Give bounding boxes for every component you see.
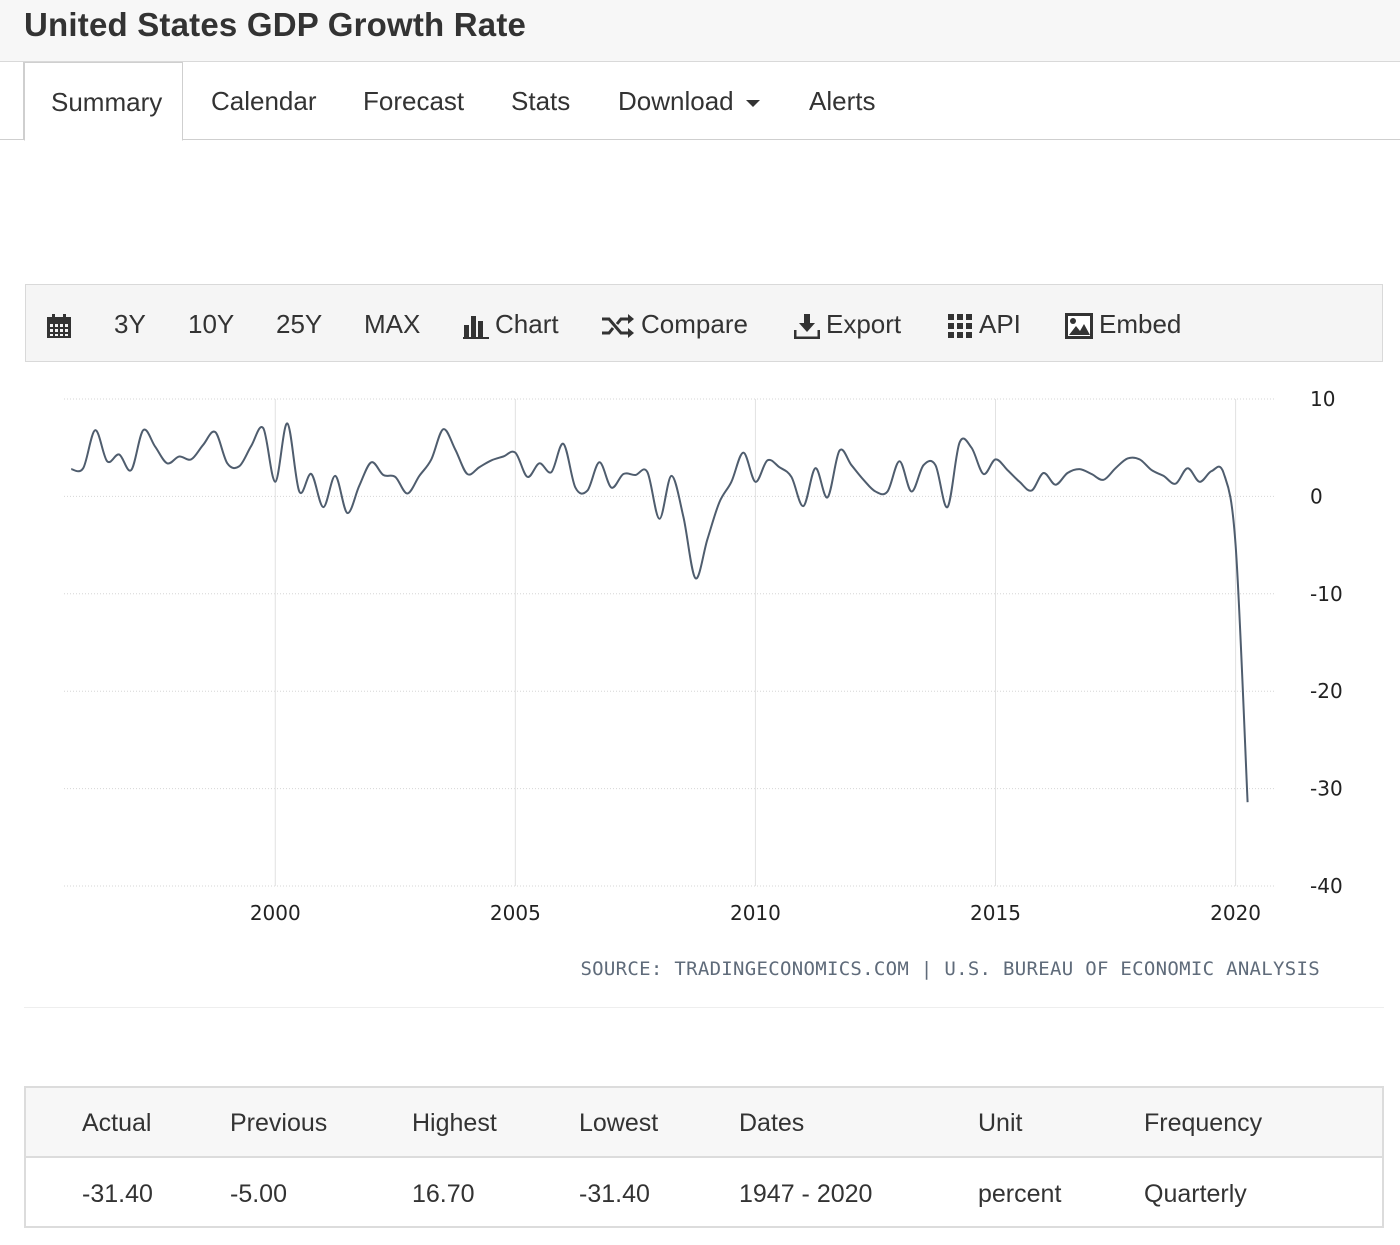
- tab-stats[interactable]: Stats: [511, 62, 570, 140]
- source-attribution: SOURCE: TRADINGECONOMICS.COM | U.S. BURE…: [580, 958, 1320, 980]
- range-10y-button[interactable]: 10Y: [188, 285, 234, 363]
- grid-icon: [947, 313, 973, 339]
- value-unit: percent: [978, 1180, 1062, 1208]
- y-tick-label: -40: [1310, 874, 1343, 898]
- tab-bar-edge: [0, 62, 24, 140]
- value-frequency: Quarterly: [1144, 1180, 1247, 1208]
- header-frequency: Frequency: [1144, 1109, 1263, 1137]
- x-tick-label: 2005: [490, 901, 541, 925]
- tab-label: Forecast: [363, 86, 465, 116]
- chart-canvas: 2000 2005 2010 2015 2020 10 0 -10 -20 -30 -40: [64, 387, 1343, 925]
- x-tick-label: 2000: [250, 901, 301, 925]
- range-25y-label: 25Y: [276, 309, 323, 339]
- header-unit: Unit: [978, 1109, 1023, 1137]
- tab-bar: Summary Calendar Forecast Stats Download…: [0, 62, 1400, 141]
- chart-toolbar: 3Y 10Y 25Y MAX Chart Compare: [25, 284, 1383, 362]
- shuffle-icon: [601, 313, 635, 339]
- embed-label: Embed: [1099, 309, 1182, 339]
- range-max-button[interactable]: MAX: [364, 285, 420, 363]
- tab-label: Stats: [511, 86, 571, 116]
- bar-chart-icon: [463, 313, 489, 340]
- y-tick-label: -20: [1310, 679, 1343, 703]
- chart-label: Chart: [495, 309, 559, 339]
- range-10y-label: 10Y: [188, 309, 235, 339]
- download-icon: [794, 313, 820, 340]
- tab-download[interactable]: Download: [618, 62, 760, 140]
- header-highest: Highest: [412, 1109, 497, 1137]
- series-line: [70, 422, 1249, 803]
- chart-grid: [64, 398, 1274, 887]
- image-icon: [1065, 313, 1093, 340]
- tab-label: Summary: [51, 87, 163, 117]
- caret-down-icon: [745, 99, 760, 107]
- x-tick-label: 2015: [970, 901, 1021, 925]
- y-axis: 10 0 -10 -20 -30 -40: [1310, 387, 1343, 898]
- tab-label: Alerts: [809, 86, 876, 116]
- range-max-label: MAX: [364, 309, 421, 339]
- stats-header-row: [26, 1088, 1382, 1158]
- page-title: United States GDP Growth Rate: [24, 6, 527, 43]
- compare-label: Compare: [641, 309, 748, 339]
- header-dates: Dates: [739, 1109, 805, 1137]
- tab-alerts[interactable]: Alerts: [809, 62, 875, 140]
- title-bar: United States GDP Growth Rate: [0, 0, 1400, 62]
- x-tick-label: 2020: [1210, 901, 1261, 925]
- embed-button[interactable]: Embed: [1065, 285, 1181, 363]
- calendar-button[interactable]: [46, 285, 78, 363]
- y-tick-label: 10: [1310, 387, 1335, 411]
- y-tick-label: -10: [1310, 582, 1343, 606]
- value-previous: -5.00: [230, 1180, 287, 1208]
- tab-calendar[interactable]: Calendar: [211, 62, 317, 140]
- api-label: API: [979, 309, 1021, 339]
- range-3y-label: 3Y: [114, 309, 146, 339]
- api-button[interactable]: API: [947, 285, 1021, 363]
- x-tick-label: 2010: [730, 901, 781, 925]
- value-dates: 1947 - 2020: [739, 1180, 873, 1208]
- y-tick-label: 0: [1310, 484, 1323, 508]
- header-lowest: Lowest: [579, 1109, 659, 1137]
- export-label: Export: [826, 309, 902, 339]
- range-3y-button[interactable]: 3Y: [114, 285, 146, 363]
- value-highest: 16.70: [412, 1180, 475, 1208]
- header-previous: Previous: [230, 1109, 328, 1137]
- export-button[interactable]: Export: [794, 285, 901, 363]
- tab-label: Calendar: [211, 86, 317, 116]
- gdp-chart: 2000 2005 2010 2015 2020 10 0 -10 -20 -30 -40 SOU…: [24, 362, 1384, 1008]
- compare-button[interactable]: Compare: [601, 285, 748, 363]
- y-tick-label: -30: [1310, 777, 1343, 801]
- tab-summary[interactable]: Summary: [24, 62, 184, 141]
- stats-table: Actual Previous Highest Lowest Dates Uni…: [24, 1086, 1384, 1228]
- value-lowest: -31.40: [579, 1180, 650, 1208]
- tab-label: Download: [618, 86, 734, 116]
- calendar-icon: [46, 313, 72, 339]
- x-axis: 2000 2005 2010 2015 2020: [250, 901, 1261, 925]
- chart-type-button[interactable]: Chart: [463, 285, 559, 363]
- range-25y-button[interactable]: 25Y: [276, 285, 322, 363]
- value-actual: -31.40: [82, 1180, 153, 1208]
- header-actual: Actual: [82, 1109, 152, 1137]
- tab-forecast[interactable]: Forecast: [363, 62, 464, 140]
